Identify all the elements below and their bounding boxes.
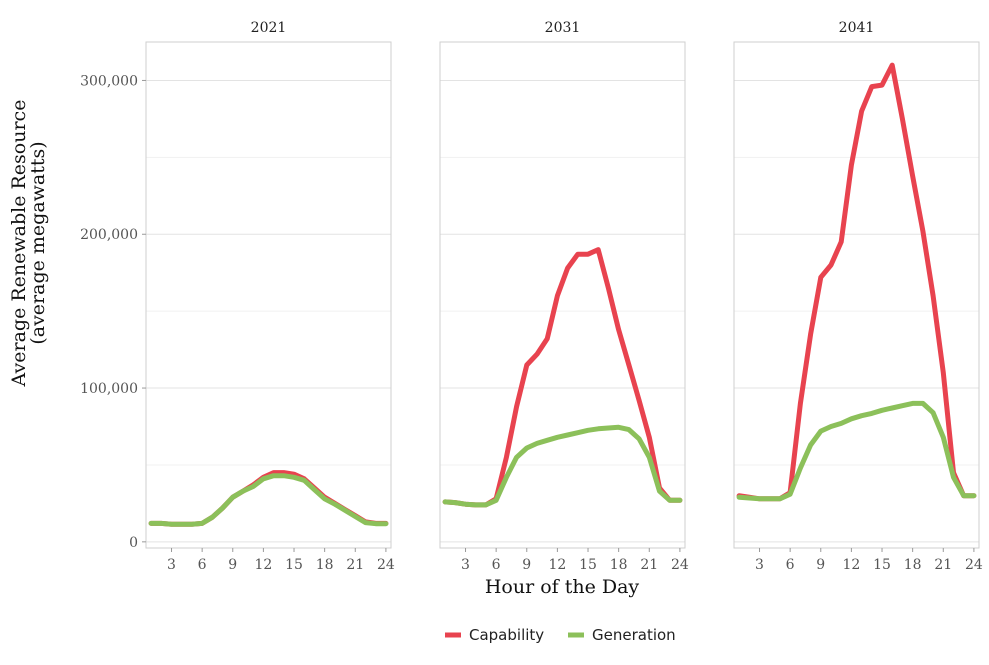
y-tick-label: 300,000: [80, 73, 138, 89]
x-tick-label: 12: [548, 557, 566, 573]
x-axis-title: Hour of the Day: [485, 576, 640, 598]
series-line-generation-2021: [148, 473, 389, 527]
x-tick-label: 24: [671, 557, 689, 573]
x-tick-label: 9: [228, 557, 237, 573]
x-tick-label: 12: [254, 557, 272, 573]
panel-border: [439, 41, 686, 549]
x-tick-label: 18: [904, 557, 922, 573]
legend-label-generation: Generation: [592, 626, 676, 644]
x-tick-label: 24: [965, 557, 983, 573]
x-tick-label: 6: [786, 557, 795, 573]
x-tick-label: 24: [377, 557, 395, 573]
x-tick-label: 15: [873, 557, 891, 573]
x-tick-label: 15: [285, 557, 303, 573]
panel-title: 2021: [251, 20, 287, 36]
x-tick-label: 6: [492, 557, 501, 573]
y-tick-label: 0: [129, 535, 138, 551]
x-tick-label: 21: [346, 557, 364, 573]
legend-label-capability: Capability: [469, 626, 544, 644]
x-tick-label: 12: [842, 557, 860, 573]
x-tick-label: 18: [610, 557, 628, 573]
panel-title: 2031: [545, 20, 581, 36]
x-tick-label: 3: [167, 557, 176, 573]
series-line-capability-2031: [442, 247, 683, 508]
y-axis-subtitle: (average megawatts): [27, 141, 49, 344]
x-tick-label: 9: [522, 557, 531, 573]
panel-title: 2041: [839, 20, 875, 36]
x-tick-label: 9: [816, 557, 825, 573]
series-line-capability-2041: [736, 62, 977, 502]
y-tick-label: 100,000: [80, 381, 138, 397]
x-tick-label: 3: [755, 557, 764, 573]
x-tick-label: 21: [640, 557, 658, 573]
x-tick-label: 3: [461, 557, 470, 573]
panel-border: [733, 41, 980, 549]
panel-border: [145, 41, 392, 549]
series-line-generation-2031: [442, 424, 683, 508]
y-axis-title: Average Renewable Resource: [8, 100, 30, 388]
x-tick-label: 15: [579, 557, 597, 573]
x-tick-label: 6: [198, 557, 207, 573]
series-line-generation-2041: [736, 400, 977, 502]
x-tick-label: 18: [316, 557, 334, 573]
y-tick-label: 200,000: [80, 227, 138, 243]
x-tick-label: 21: [934, 557, 952, 573]
